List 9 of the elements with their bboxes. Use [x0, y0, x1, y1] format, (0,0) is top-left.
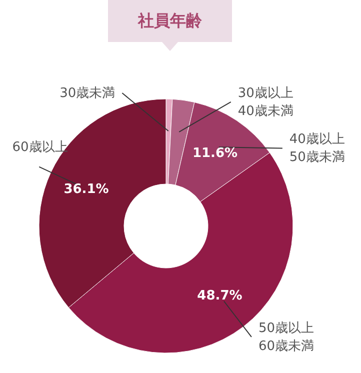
slice-label: 40歳以上 50歳未満	[289, 132, 345, 166]
data-label: 11.6%	[192, 146, 238, 161]
chart-title: 社員年齢	[108, 0, 232, 42]
slice-label: 60歳以上	[12, 140, 68, 155]
data-label: 48.7%	[197, 288, 242, 304]
slice-label: 30歳未満	[60, 86, 116, 102]
data-label: 36.1%	[64, 182, 109, 197]
slice-label: 50歳以上 60歳未満	[258, 320, 314, 354]
slice-label: 30歳以上 40歳未満	[238, 86, 294, 119]
